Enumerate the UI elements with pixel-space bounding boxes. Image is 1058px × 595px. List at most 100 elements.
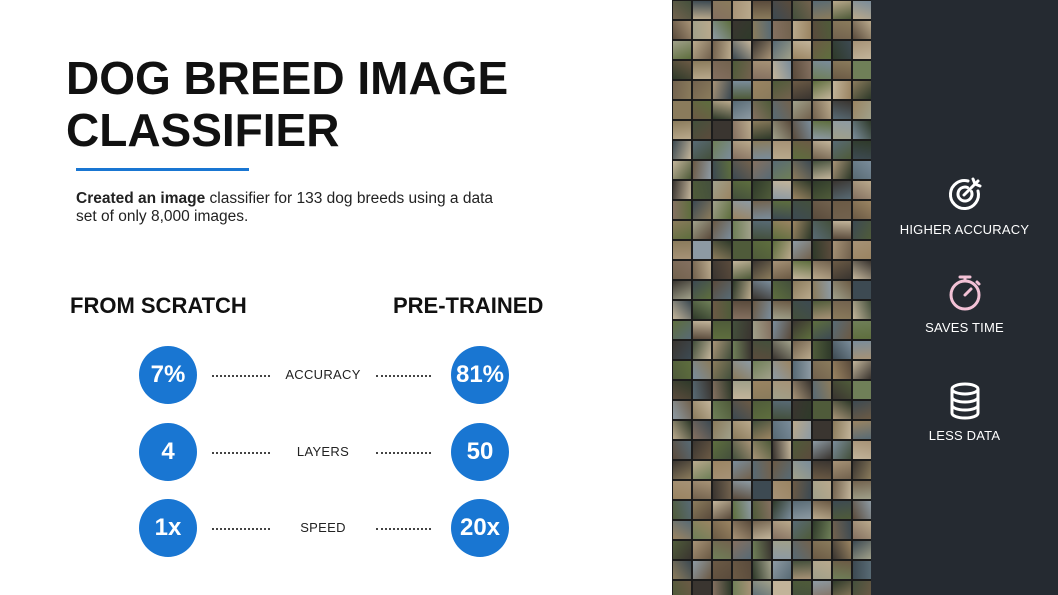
mosaic-tile bbox=[813, 261, 831, 279]
description-text: classifier for 133 dog breeds using a da… bbox=[76, 190, 494, 225]
mosaic-tile bbox=[793, 221, 811, 239]
mosaic-tile bbox=[773, 521, 791, 539]
mosaic-tile bbox=[793, 361, 811, 379]
mosaic-grid bbox=[672, 0, 871, 595]
mosaic-tile bbox=[773, 21, 791, 39]
mosaic-tile bbox=[673, 281, 691, 299]
mosaic-tile bbox=[793, 161, 811, 179]
mosaic-tile bbox=[813, 401, 831, 419]
mosaic-tile bbox=[673, 581, 691, 595]
mosaic-tile bbox=[713, 101, 731, 119]
mosaic-tile bbox=[833, 181, 851, 199]
mosaic-tile bbox=[733, 141, 751, 159]
mosaic-tile bbox=[793, 301, 811, 319]
mosaic-tile bbox=[733, 101, 751, 119]
mosaic-tile bbox=[833, 141, 851, 159]
mosaic-tile bbox=[793, 341, 811, 359]
mosaic-tile bbox=[753, 201, 771, 219]
mosaic-tile bbox=[753, 461, 771, 479]
mosaic-tile bbox=[833, 261, 851, 279]
feature-label: HIGHER ACCURACY bbox=[899, 222, 1030, 237]
mosaic-tile bbox=[693, 401, 711, 419]
mosaic-tile bbox=[793, 441, 811, 459]
mosaic-tile bbox=[713, 21, 731, 39]
mosaic-tile bbox=[853, 121, 871, 139]
mosaic-tile bbox=[673, 441, 691, 459]
mosaic-tile bbox=[773, 81, 791, 99]
mosaic-tile bbox=[793, 541, 811, 559]
mosaic-tile bbox=[833, 321, 851, 339]
mosaic-tile bbox=[773, 301, 791, 319]
mosaic-tile bbox=[853, 541, 871, 559]
mosaic-tile bbox=[813, 581, 831, 595]
mosaic-tile bbox=[773, 201, 791, 219]
mosaic-tile bbox=[693, 421, 711, 439]
mosaic-tile bbox=[773, 461, 791, 479]
mosaic-tile bbox=[773, 481, 791, 499]
mosaic-tile bbox=[713, 481, 731, 499]
mosaic-tile bbox=[753, 421, 771, 439]
mosaic-tile bbox=[733, 421, 751, 439]
mosaic-tile bbox=[853, 561, 871, 579]
mosaic-tile bbox=[813, 561, 831, 579]
mosaic-tile bbox=[793, 461, 811, 479]
mosaic-tile bbox=[733, 561, 751, 579]
mosaic-tile bbox=[793, 61, 811, 79]
mosaic-tile bbox=[793, 261, 811, 279]
mosaic-tile bbox=[833, 581, 851, 595]
mosaic-tile bbox=[773, 341, 791, 359]
mosaic-tile bbox=[773, 181, 791, 199]
from-scratch-heading: FROM SCRATCH bbox=[70, 293, 247, 318]
mosaic-tile bbox=[753, 21, 771, 39]
mosaic-tile bbox=[733, 481, 751, 499]
mosaic-tile bbox=[713, 261, 731, 279]
mosaic-tile bbox=[693, 221, 711, 239]
mosaic-tile bbox=[713, 461, 731, 479]
mosaic-tile bbox=[853, 201, 871, 219]
mosaic-tile bbox=[813, 201, 831, 219]
mosaic-tile bbox=[773, 381, 791, 399]
mosaic-tile bbox=[753, 541, 771, 559]
mosaic-tile bbox=[813, 341, 831, 359]
mosaic-tile bbox=[733, 261, 751, 279]
mosaic-tile bbox=[853, 101, 871, 119]
metric-label-layers: LAYERS bbox=[296, 444, 350, 459]
mosaic-tile bbox=[673, 481, 691, 499]
mosaic-tile bbox=[833, 101, 851, 119]
mosaic-tile bbox=[833, 381, 851, 399]
mosaic-tile bbox=[693, 561, 711, 579]
mosaic-tile bbox=[673, 181, 691, 199]
dotted-connector bbox=[376, 528, 431, 530]
mosaic-tile bbox=[773, 281, 791, 299]
dotted-connector bbox=[212, 375, 270, 377]
mosaic-tile bbox=[713, 541, 731, 559]
mosaic-tile bbox=[813, 81, 831, 99]
mosaic-tile bbox=[733, 201, 751, 219]
mosaic-tile bbox=[773, 41, 791, 59]
mosaic-tile bbox=[673, 221, 691, 239]
mosaic-tile bbox=[713, 281, 731, 299]
mosaic-tile bbox=[853, 141, 871, 159]
mosaic-tile bbox=[813, 21, 831, 39]
title-underline bbox=[76, 168, 249, 171]
mosaic-tile bbox=[733, 221, 751, 239]
mosaic-tile bbox=[833, 241, 851, 259]
mosaic-tile bbox=[733, 501, 751, 519]
mosaic-tile bbox=[773, 261, 791, 279]
mosaic-tile bbox=[733, 361, 751, 379]
mosaic-tile bbox=[753, 181, 771, 199]
dotted-connector bbox=[212, 452, 270, 454]
mosaic-tile bbox=[813, 421, 831, 439]
mosaic-tile bbox=[733, 541, 751, 559]
mosaic-tile bbox=[773, 161, 791, 179]
mosaic-tile bbox=[673, 1, 691, 19]
mosaic-tile bbox=[733, 281, 751, 299]
mosaic-tile bbox=[713, 401, 731, 419]
mosaic-tile bbox=[833, 421, 851, 439]
comparison-row-layers: 4 LAYERS 50 bbox=[0, 423, 640, 483]
mosaic-tile bbox=[833, 201, 851, 219]
mosaic-tile bbox=[713, 381, 731, 399]
mosaic-tile bbox=[733, 301, 751, 319]
mosaic-tile bbox=[693, 521, 711, 539]
mosaic-tile bbox=[673, 541, 691, 559]
